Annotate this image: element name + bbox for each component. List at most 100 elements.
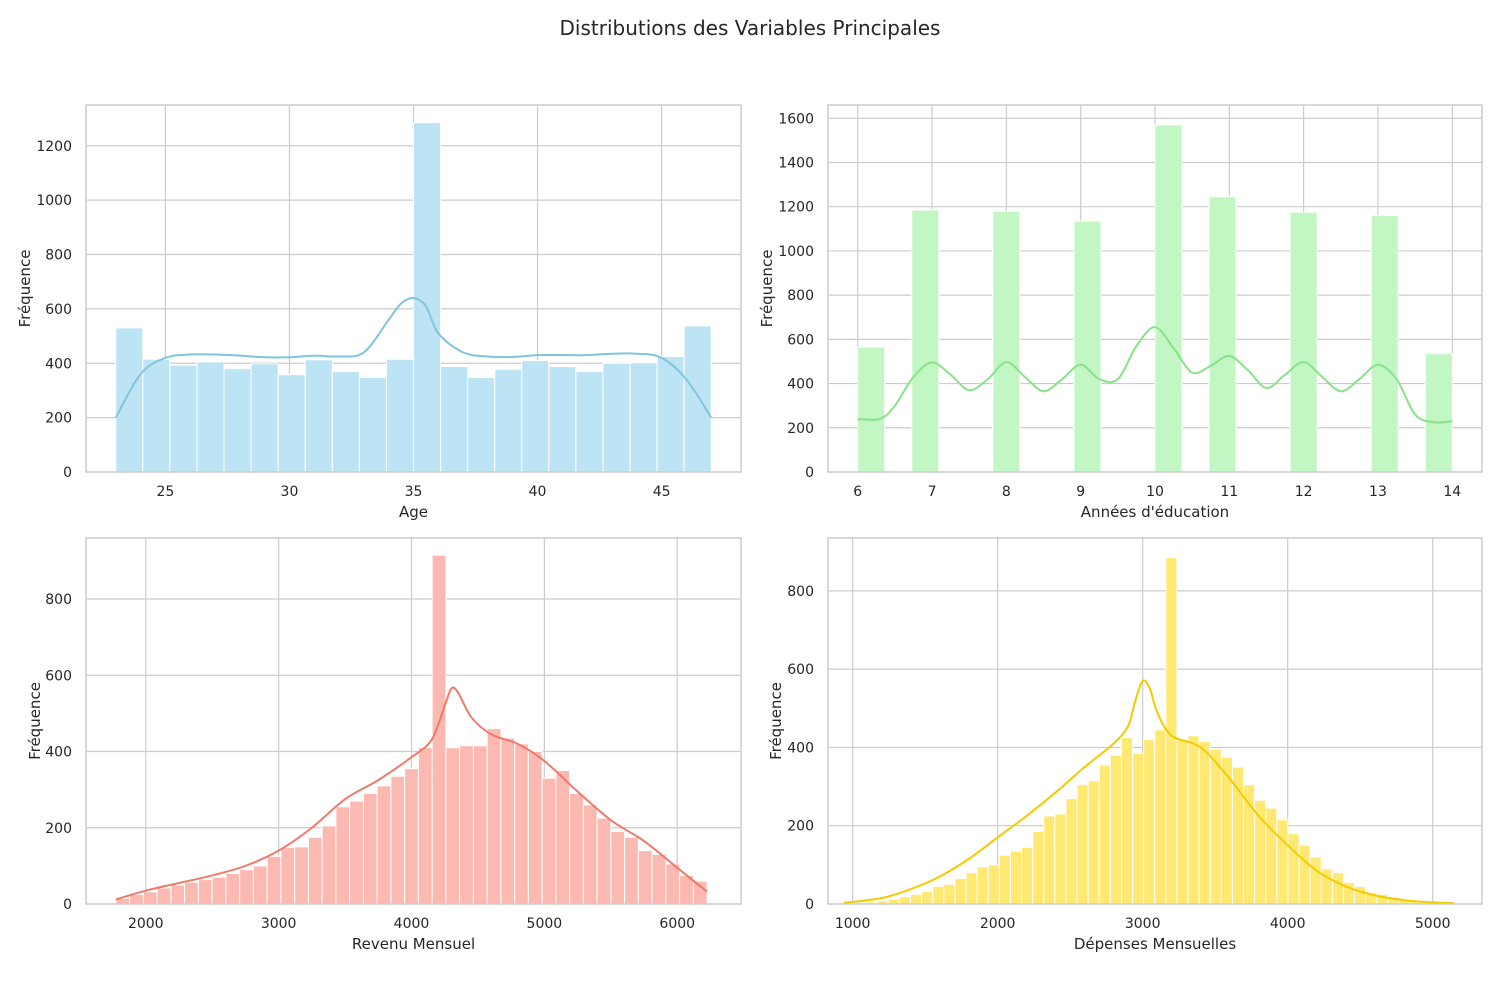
y-tick-label: 400 — [45, 356, 72, 372]
x-tick-label: 1000 — [835, 916, 871, 932]
histogram-bar — [1143, 739, 1156, 905]
histogram-bar — [629, 362, 658, 473]
x-tick-label: 10 — [1146, 484, 1164, 500]
histogram-bar — [225, 873, 241, 905]
y-tick-label: 1600 — [778, 111, 814, 127]
histogram-bar — [362, 792, 378, 905]
histogram-bar — [857, 346, 886, 473]
x-axis-label: Années d'éducation — [1081, 503, 1229, 521]
x-tick-label: 45 — [653, 484, 671, 500]
histogram-bar — [1209, 748, 1222, 905]
x-tick-label: 13 — [1369, 484, 1387, 500]
histogram-bar — [1073, 220, 1102, 473]
histogram-bar — [1276, 819, 1289, 905]
kde-curve — [857, 326, 1453, 424]
histogram-bar — [467, 376, 496, 473]
histogram-bar — [431, 554, 447, 905]
y-tick-label: 800 — [787, 584, 814, 600]
axes-frame — [827, 537, 1483, 905]
histogram-bar — [998, 854, 1011, 905]
histogram-bar — [898, 896, 912, 905]
histogram-bar — [610, 831, 626, 905]
histogram-bar — [1298, 844, 1311, 905]
x-tick-label: 3000 — [1125, 916, 1161, 932]
y-tick-label: 0 — [63, 897, 72, 913]
y-tick-label: 0 — [805, 897, 814, 913]
axes-frame — [85, 537, 742, 905]
histogram-bar — [514, 743, 529, 905]
y-tick-label: 800 — [45, 248, 72, 264]
x-tick-label: 12 — [1295, 484, 1313, 500]
histogram-bar — [358, 376, 387, 473]
histogram-bar — [184, 881, 199, 905]
histogram-bar — [280, 847, 296, 905]
histogram-bar — [211, 876, 227, 905]
y-tick-label: 400 — [45, 745, 72, 761]
histogram-bar — [494, 368, 523, 473]
x-tick-label: 6000 — [659, 916, 695, 932]
histogram-bar — [404, 768, 419, 905]
histogram-bar — [349, 800, 364, 905]
histogram-bar — [602, 362, 631, 473]
histogram-bar — [500, 737, 516, 905]
histogram-bar — [656, 355, 685, 473]
histogram-bar — [1187, 735, 1200, 905]
histogram-bar — [521, 360, 550, 473]
histogram-bar — [331, 370, 360, 473]
histogram-bar — [932, 885, 945, 905]
histogram-bar — [1154, 124, 1183, 473]
histogram-bar — [548, 366, 577, 473]
y-tick-label: 200 — [787, 421, 814, 437]
histogram-bar — [250, 363, 279, 473]
histogram-bar — [692, 880, 708, 905]
histogram-bar — [1176, 739, 1189, 905]
x-tick-label: 6 — [853, 484, 862, 500]
y-tick-label: 800 — [45, 592, 72, 608]
histogram-bar — [987, 864, 1000, 905]
y-tick-label: 1000 — [36, 193, 72, 209]
y-axis-label: Fréquence — [758, 250, 776, 328]
histogram-bar — [472, 745, 488, 905]
y-tick-label: 1200 — [778, 200, 814, 216]
axes-frame — [827, 104, 1483, 473]
histogram-bar — [1032, 831, 1045, 905]
histogram-bar — [197, 879, 213, 905]
histogram-bar — [911, 209, 940, 473]
y-tick-label: 600 — [787, 332, 814, 348]
histogram-bar — [1087, 780, 1100, 905]
x-tick-label: 5000 — [1415, 916, 1451, 932]
kde-curve — [115, 686, 708, 901]
histogram-bar — [665, 863, 681, 905]
y-tick-label: 1000 — [778, 244, 814, 260]
y-tick-label: 200 — [45, 411, 72, 427]
y-axis-label: Fréquence — [767, 682, 785, 760]
histogram-bar — [965, 872, 978, 905]
x-tick-label: 2000 — [980, 916, 1016, 932]
histogram-bar — [252, 865, 268, 905]
histogram-bar — [239, 869, 254, 905]
subplot-3: 2000 3000 4000 5000 6000 0 200 400 600 800 Revenu … — [26, 537, 742, 953]
histogram-bar — [1198, 741, 1211, 905]
subplot-2: 6 7 8 9 10 11 12 13 14 0 200 400 600 800 1000 1200 1400 1… — [758, 104, 1483, 521]
x-tick-label: 11 — [1220, 484, 1238, 500]
histogram-bar — [1231, 766, 1245, 905]
histogram-bar — [169, 364, 198, 473]
histogram-bar — [582, 804, 598, 905]
histogram-bar — [417, 747, 433, 905]
histogram-bar — [196, 361, 225, 473]
histogram-bar — [555, 770, 571, 905]
x-tick-label: 4000 — [394, 916, 430, 932]
histogram-bar — [413, 122, 442, 473]
histogram-bar — [223, 368, 252, 473]
y-tick-label: 600 — [787, 662, 814, 678]
histogram-bar — [596, 817, 612, 905]
histogram-bar — [266, 855, 282, 905]
histogram-bar — [954, 878, 967, 905]
histogram-bar — [170, 884, 186, 905]
histogram-bar — [156, 887, 172, 905]
histogram-bar — [569, 792, 584, 905]
histogram-bar — [1054, 813, 1067, 905]
x-tick-label: 25 — [156, 484, 174, 500]
histogram-bar — [910, 893, 923, 905]
histogram-bar — [1254, 799, 1267, 905]
